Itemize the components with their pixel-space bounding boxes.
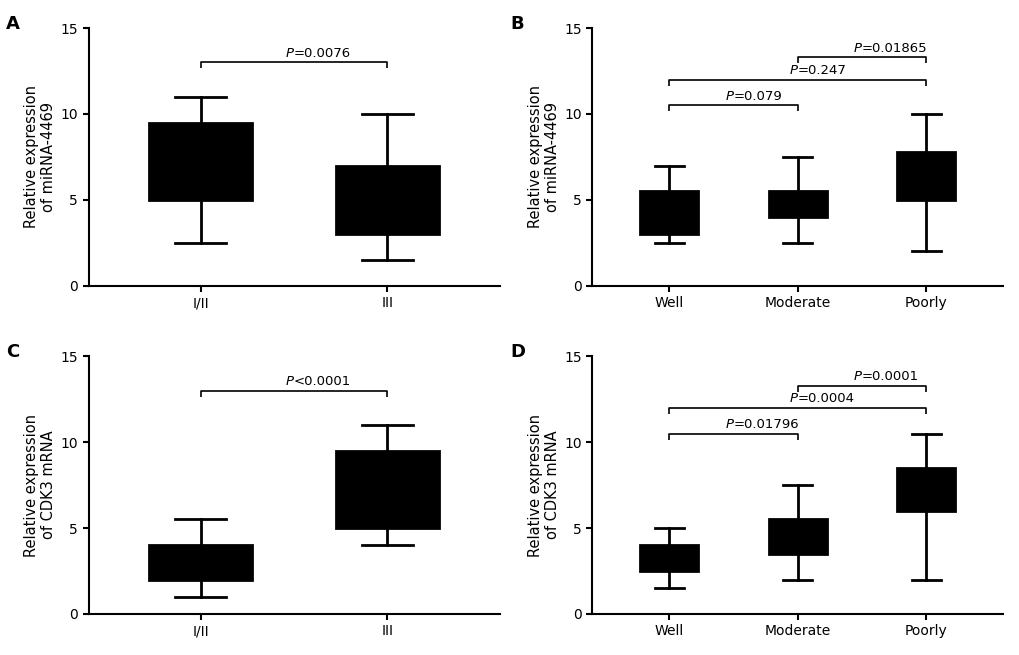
Text: B: B	[510, 15, 523, 33]
PathPatch shape	[149, 545, 252, 580]
Text: C: C	[6, 343, 19, 362]
Text: =0.0076: =0.0076	[293, 47, 351, 60]
PathPatch shape	[640, 191, 698, 234]
Text: A: A	[6, 15, 20, 33]
Text: P: P	[853, 42, 861, 55]
Text: D: D	[510, 343, 525, 362]
Text: P: P	[853, 370, 861, 383]
Text: P: P	[725, 418, 733, 431]
Text: P: P	[789, 392, 797, 405]
Text: =0.0004: =0.0004	[797, 392, 854, 405]
Text: =0.01796: =0.01796	[733, 418, 799, 431]
Text: =0.079: =0.079	[733, 90, 782, 103]
PathPatch shape	[149, 122, 252, 200]
PathPatch shape	[336, 451, 438, 528]
PathPatch shape	[336, 166, 438, 234]
Y-axis label: Relative expression
of CDK3 mRNA: Relative expression of CDK3 mRNA	[527, 413, 559, 557]
Text: =0.0001: =0.0001	[861, 370, 918, 383]
Text: <0.0001: <0.0001	[293, 375, 351, 388]
Y-axis label: Relative expression
of miRNA-4469: Relative expression of miRNA-4469	[527, 85, 559, 229]
Text: P: P	[285, 375, 293, 388]
Y-axis label: Relative expression
of CDK3 mRNA: Relative expression of CDK3 mRNA	[23, 413, 56, 557]
Text: =0.247: =0.247	[797, 64, 846, 77]
PathPatch shape	[640, 545, 698, 571]
PathPatch shape	[897, 152, 954, 200]
Text: P: P	[285, 47, 293, 60]
Text: P: P	[725, 90, 733, 103]
Text: P: P	[789, 64, 797, 77]
PathPatch shape	[768, 519, 825, 554]
PathPatch shape	[897, 468, 954, 511]
PathPatch shape	[768, 191, 825, 217]
Text: =0.01865: =0.01865	[861, 42, 926, 55]
Y-axis label: Relative expression
of miRNA-4469: Relative expression of miRNA-4469	[23, 85, 56, 229]
